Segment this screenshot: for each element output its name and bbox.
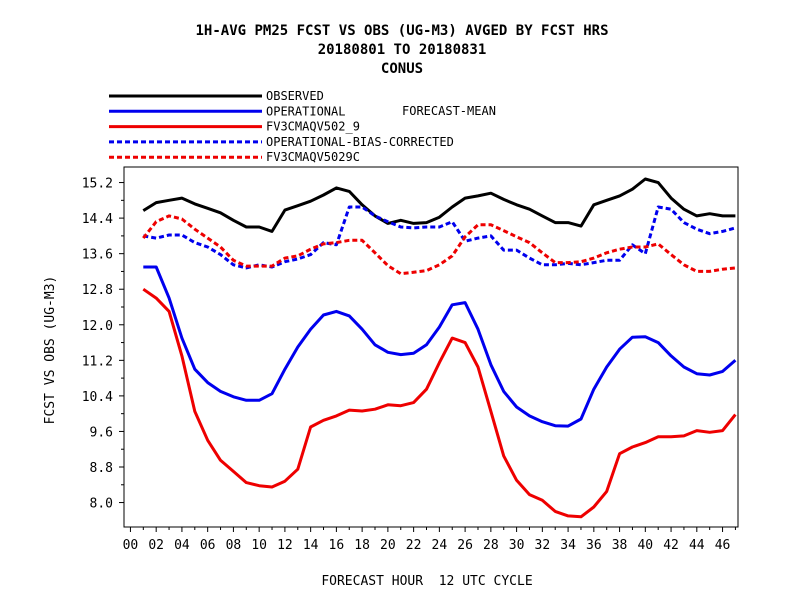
chart-title-line: CONUS <box>381 61 423 77</box>
x-tick-label: 42 <box>663 538 679 553</box>
legend-label: OPERATIONAL <box>266 104 345 118</box>
x-tick-label: 02 <box>148 538 164 553</box>
x-tick-label: 12 <box>277 538 293 553</box>
x-tick-label: 26 <box>457 538 473 553</box>
x-axis-label: FORECAST HOUR 12 UTC CYCLE <box>321 574 532 589</box>
legend-label: FV3CMAQV502_9 <box>266 120 360 134</box>
x-tick-label: 18 <box>354 538 370 553</box>
x-tick-label: 10 <box>251 538 267 553</box>
x-tick-label: 06 <box>200 538 216 553</box>
x-tick-label: 40 <box>637 538 653 553</box>
x-tick-label: 30 <box>509 538 525 553</box>
x-tick-label: 00 <box>123 538 139 553</box>
series-line <box>143 205 736 270</box>
x-tick-label: 34 <box>560 538 576 553</box>
legend-note: FORECAST-MEAN <box>402 104 496 118</box>
x-tick-label: 08 <box>226 538 242 553</box>
y-tick-label: 10.4 <box>82 390 113 405</box>
legend-label: OBSERVED <box>266 89 324 103</box>
y-tick-label: 12.8 <box>82 283 113 298</box>
x-tick-label: 24 <box>432 538 448 553</box>
x-tick-label: 46 <box>715 538 731 553</box>
chart-titles: 1H-AVG PM25 FCST VS OBS (UG-M3) AVGED BY… <box>195 23 608 77</box>
chart-title-line: 1H-AVG PM25 FCST VS OBS (UG-M3) AVGED BY… <box>195 23 608 39</box>
y-tick-label: 15.2 <box>82 177 113 192</box>
series-lines <box>142 177 737 519</box>
chart-title-line: 20180801 TO 20180831 <box>318 42 487 58</box>
series-line <box>142 214 736 276</box>
x-tick-label: 04 <box>174 538 190 553</box>
y-tick-label: 12.0 <box>82 319 113 334</box>
y-axis-label: FCST VS OBS (UG-M3) <box>43 276 58 425</box>
y-tick-label: 13.6 <box>82 248 113 263</box>
series-line <box>142 177 736 233</box>
legend-label: OPERATIONAL-BIAS-CORRECTED <box>266 135 454 149</box>
y-tick-label: 8.8 <box>90 461 113 476</box>
plot-frame <box>123 166 739 528</box>
x-tick-label: 14 <box>303 538 319 553</box>
x-tick-label: 22 <box>406 538 422 553</box>
x-tick-label: 38 <box>612 538 628 553</box>
y-tick-label: 9.6 <box>90 425 113 440</box>
y-axis-ticks: 8.0 8.8 9.6 10.4 11.2 12.0 12.8 13.6 14.4 15.2 <box>82 177 124 512</box>
legend-label: FV3CMAQV5029C <box>266 150 360 164</box>
x-axis-ticks: 00 02 04 06 08 10 12 14 16 18 20 22 24 26 28 30 32 34 36 38… <box>123 527 736 553</box>
series-line <box>143 265 737 428</box>
x-tick-label: 20 <box>380 538 396 553</box>
y-tick-label: 11.2 <box>82 354 113 369</box>
x-tick-label: 36 <box>586 538 602 553</box>
series-line <box>142 287 737 519</box>
y-tick-label: 14.4 <box>82 212 113 227</box>
y-tick-label: 8.0 <box>90 497 113 512</box>
x-tick-label: 32 <box>535 538 551 553</box>
x-tick-label: 28 <box>483 538 499 553</box>
x-tick-label: 44 <box>689 538 705 553</box>
x-tick-label: 16 <box>329 538 345 553</box>
